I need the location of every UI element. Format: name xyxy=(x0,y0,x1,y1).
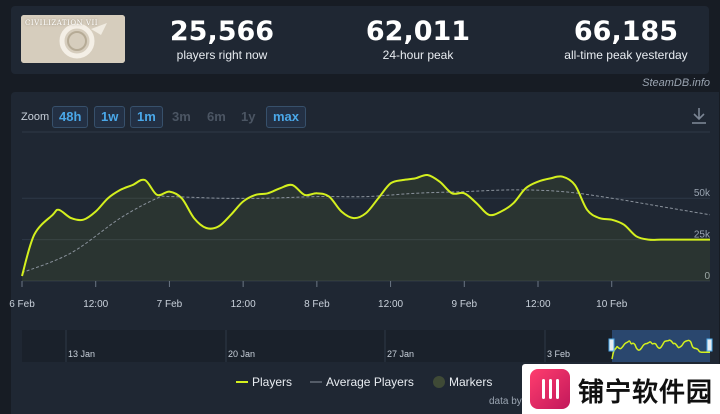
x-tick-label: 7 Feb xyxy=(157,299,183,310)
legend-players[interactable]: Players xyxy=(252,375,293,389)
navigator-tick-label: 20 Jan xyxy=(228,349,255,359)
navigator-left-handle[interactable] xyxy=(608,338,615,352)
legend-markers[interactable]: Markers xyxy=(449,375,493,389)
stats-bar: CIVILIZATION VII 25,566 players right no… xyxy=(11,6,709,74)
x-tick-label: 12:00 xyxy=(525,299,550,310)
chart-gridlines xyxy=(22,131,710,282)
peak-24h-stat: 62,011 24-hour peak xyxy=(353,16,483,62)
x-tick-label: 9 Feb xyxy=(451,299,477,310)
peak-24h-value: 62,011 xyxy=(365,16,471,47)
all-time-peak-value: 66,185 xyxy=(573,16,679,47)
zoom-1y-button[interactable]: 1y xyxy=(241,109,256,124)
current-players-value: 25,566 xyxy=(169,16,275,47)
series-average-players-line xyxy=(21,189,711,274)
x-tick-label: 12:00 xyxy=(231,299,256,310)
game-thumbnail[interactable]: CIVILIZATION VII xyxy=(21,15,125,63)
legend-markers-swatch xyxy=(433,376,445,388)
navigator-tick-label: 27 Jan xyxy=(387,349,414,359)
x-tick-label: 8 Feb xyxy=(304,299,330,310)
legend-average-players[interactable]: Average Players xyxy=(326,375,414,389)
zoom-3m-button[interactable]: 3m xyxy=(172,109,191,124)
navigator-tick-label: 3 Feb xyxy=(547,349,570,359)
x-tick-label: 12:00 xyxy=(378,299,403,310)
navigator[interactable]: 13 Jan 20 Jan 27 Jan 3 Feb xyxy=(22,330,713,362)
series-players-line xyxy=(21,173,710,277)
all-time-peak-label: all-time peak yesterday xyxy=(564,48,688,62)
y-tick-label: 0 xyxy=(704,271,710,282)
x-tick-label: 12:00 xyxy=(83,299,108,310)
current-players-stat: 25,566 players right now xyxy=(157,16,287,62)
y-tick-label: 25k xyxy=(694,230,711,241)
x-axis-labels: 6 Feb 12:00 7 Feb 12:00 8 Feb 12:00 9 Feb 12:00… xyxy=(9,281,628,310)
navigator-tick-label: 13 Jan xyxy=(68,349,95,359)
current-players-label: players right now xyxy=(176,48,268,62)
navigator-ticks: 13 Jan 20 Jan 27 Jan 3 Feb xyxy=(65,330,570,362)
zoom-1m-button[interactable]: 1m xyxy=(130,106,163,128)
zoom-max-button[interactable]: max xyxy=(266,106,307,128)
zoom-1w-button[interactable]: 1w xyxy=(94,106,126,128)
data-credit: data by xyxy=(489,396,522,407)
x-tick-label: 10 Feb xyxy=(596,299,628,310)
watermark-text: 铺宁软件园 xyxy=(578,378,714,408)
peak-24h-label: 24-hour peak xyxy=(382,48,454,62)
watermark: 铺宁软件园 xyxy=(522,364,720,414)
all-time-peak-stat: 66,185 all-time peak yesterday xyxy=(541,16,711,62)
zoom-6m-button[interactable]: 6m xyxy=(207,109,226,124)
y-axis-labels: 0 25k 50k xyxy=(694,188,711,282)
steamdb-credit[interactable]: SteamDB.info xyxy=(642,77,710,89)
navigator-players-line xyxy=(611,339,710,360)
watermark-logo-icon xyxy=(530,369,570,409)
y-tick-label: 50k xyxy=(694,188,711,199)
navigator-right-handle[interactable] xyxy=(706,338,713,352)
x-tick-label: 6 Feb xyxy=(9,299,35,310)
zoom-label: Zoom xyxy=(21,111,50,123)
civ-emblem-icon xyxy=(21,15,125,63)
download-icon[interactable] xyxy=(690,106,708,126)
players-area xyxy=(22,174,710,281)
game-title: CIVILIZATION VII xyxy=(25,19,98,27)
zoom-48h-button[interactable]: 48h xyxy=(52,106,89,128)
